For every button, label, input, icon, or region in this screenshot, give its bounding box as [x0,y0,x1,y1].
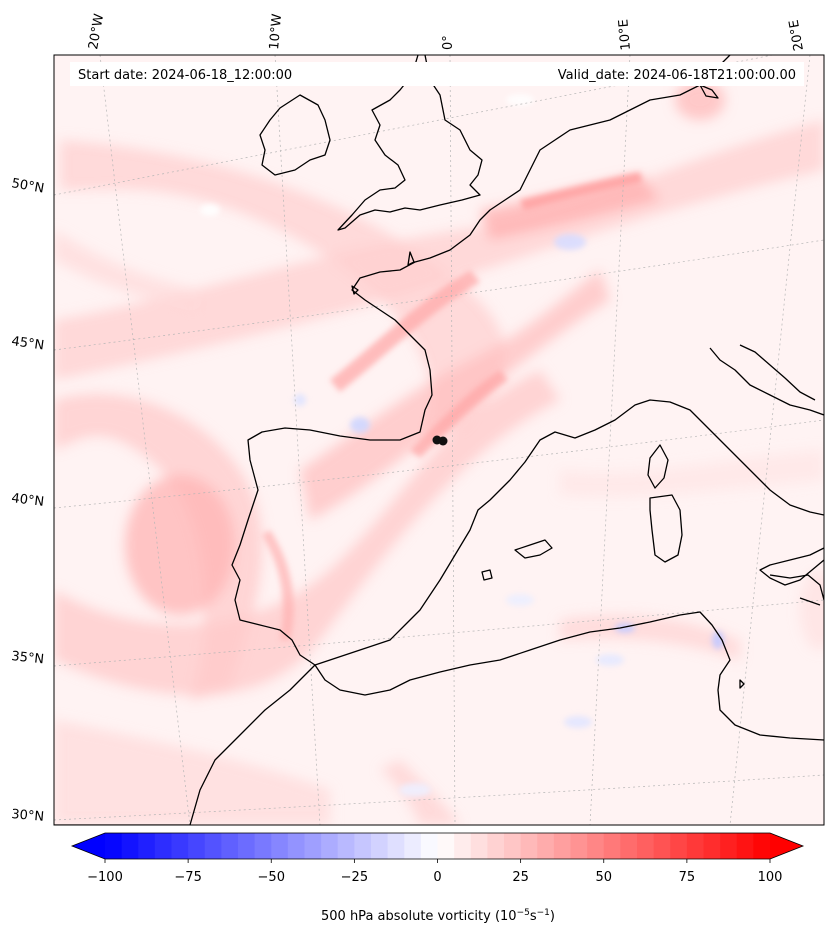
colorbar-tick-label: −75 [174,870,201,885]
colorbar-cell [587,833,605,859]
start-date-label: Start date: 2024-06-18_12:00:00 [78,68,292,83]
coastline-sardinia [649,494,683,563]
colorbar-cell [620,833,638,859]
lat-label-35n: 35°N [11,649,45,667]
coastline-ibiza [481,569,493,581]
colorbar-cell [736,833,754,859]
valid-date-label: Valid_date: 2024-06-18T21:00:00.00 [558,68,796,83]
coastline-denmark-fragment [699,84,719,99]
colorbar-cell [553,833,572,859]
colorbar-cell [287,833,306,859]
lon-label-0: 0° [441,35,456,50]
lon-label-10e: 10°E [616,19,634,51]
colorbar-cell [154,833,173,859]
colorbar-cell [637,833,655,859]
colorbar-tick-label: 100 [758,870,783,885]
colorbar-cell [504,833,522,859]
colorbar-cell [387,833,405,859]
coastline-isles-of-scilly [351,285,359,295]
coastlines [54,55,824,825]
info-strip [70,62,804,86]
colorbar-cell [537,833,555,859]
lat-label-50n: 50°N [10,176,45,196]
colorbar-tick-label: 25 [512,870,529,885]
colorbar: −100 −75 −50 −25 0 25 50 75 100 500 hPa absolute… [70,832,805,924]
colorbar-cell [487,833,505,859]
colorbar-cell [221,833,239,859]
colorbar-tick-label: −100 [87,870,123,885]
colorbar-cell [720,833,738,859]
colorbar-tick-label: 75 [679,870,696,885]
colorbar-label-exp2: −1 [537,908,550,918]
colorbar-cell [204,833,222,859]
coastline-corsica [647,444,669,489]
lat-label-30n: 30°N [11,807,45,825]
colorbar-cell [337,833,355,859]
colorbar-label-main: 500 hPa absolute vorticity (10 [321,909,517,924]
colorbar-cell [753,833,771,859]
colorbar-cell [404,833,422,859]
colorbar-cell [470,833,488,859]
colorbar-cell [437,833,455,859]
lon-label-20e: 20°E [787,19,807,52]
colorbar-cell [420,833,439,859]
colorbar-cell [321,833,339,859]
coastline-continent [54,55,731,825]
colorbar-cell [603,833,621,859]
colorbar-label-unit: s [530,909,537,924]
colorbar-tick-label: 0 [433,870,441,885]
map-frame [53,54,825,826]
colorbar-cell [570,833,588,859]
colorbar-cell [271,833,289,859]
colorbar-cell [304,833,322,859]
lon-label-20w: 20°W [86,13,107,51]
coastline-mallorca [514,539,553,559]
latitude-labels: 50°N 45°N 40°N 35°N 30°N [10,176,45,825]
colorbar-tick-label: −25 [341,870,368,885]
coastline-great-britain [337,55,483,231]
colorbar-tick-label: 50 [595,870,612,885]
colorbar-cell [171,833,189,859]
coastline-lampedusa [739,679,745,689]
colorbar-cell [354,833,372,859]
map-panel: Start date: 2024-06-18_12:00:00 Valid_da… [54,55,824,825]
longitude-labels: 20°W 10°W 0° 10°E 20°E [86,13,807,52]
colorbar-cell [188,833,206,859]
colorbar-low-extend [72,833,105,859]
colorbar-cell [238,833,256,859]
lon-label-10w: 10°W [267,13,285,50]
lat-label-40n: 40°N [11,491,45,510]
colorbar-label: 500 hPa absolute vorticity (10−5s−1) [321,908,555,924]
coastline-mediterranean-north [314,399,824,666]
colorbar-cell [520,833,538,859]
colorbar-cell [653,833,671,859]
colorbar-cell [138,833,156,859]
colorbar-cell [254,833,272,859]
colorbar-cell [670,833,688,859]
colorbar-label-exp: −5 [517,908,530,918]
colorbar-cells [105,833,771,859]
location-marker [432,435,448,446]
coastline-croatia [739,344,816,401]
colorbar-high-extend [770,833,803,859]
colorbar-cell [105,833,123,859]
colorbar-cell [371,833,389,859]
colorbar-cell [703,833,721,859]
vorticity-shading-detail [200,94,724,797]
colorbar-ticks: −100 −75 −50 −25 0 25 50 75 100 [87,859,782,885]
colorbar-tick-label: −50 [258,870,285,885]
coastline-north-africa [314,611,824,741]
coastline-sicily [769,574,824,606]
colorbar-cell [686,833,705,859]
coastline-ireland [259,94,331,176]
colorbar-cell [454,833,472,859]
lat-label-45n: 45°N [10,334,45,353]
colorbar-label-close: ) [550,909,555,924]
colorbar-cell [121,833,139,859]
coastline-channel-islands [407,251,415,266]
